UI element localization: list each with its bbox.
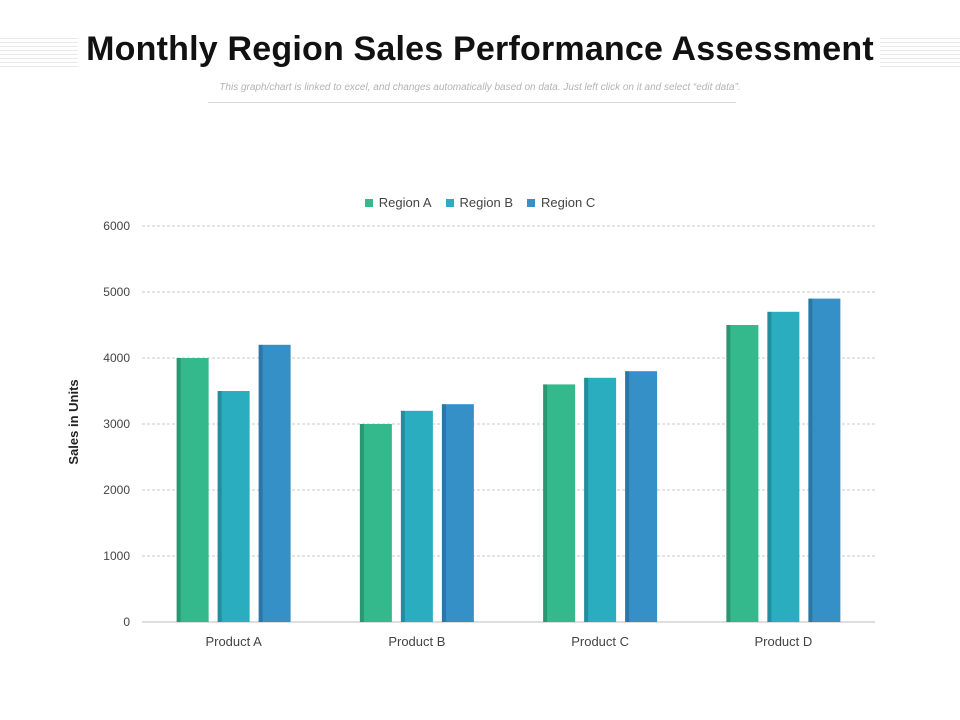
- bar-region-b: [400, 410, 433, 622]
- bar-shade: [808, 298, 813, 622]
- x-axis-ticks: Product A Product B Product C Product D: [205, 634, 812, 649]
- legend-swatch-region-a: [364, 198, 373, 207]
- bar-shade: [543, 384, 548, 622]
- legend-item-region-c: Region C: [527, 195, 595, 210]
- bar-shade: [176, 358, 181, 622]
- y-tick-label: 3000: [103, 417, 130, 431]
- bars: [176, 298, 841, 622]
- bar-region-c: [441, 404, 474, 622]
- page-subtitle: This graph/chart is linked to excel, and…: [219, 82, 741, 93]
- bar-region-c: [808, 298, 841, 622]
- bar-region-b: [584, 377, 617, 622]
- bar-region-c: [625, 371, 658, 622]
- legend-label-region-b: Region B: [459, 195, 514, 210]
- subtitle-divider: [208, 102, 736, 103]
- y-tick-label: 0: [123, 615, 130, 629]
- page-title: Monthly Region Sales Performance Assessm…: [86, 30, 874, 68]
- x-tick-label: Product A: [205, 634, 262, 649]
- y-axis-ticks: 0 1000 2000 3000 4000 5000 6000: [103, 219, 130, 629]
- bar-region-c: [258, 344, 291, 622]
- legend-swatch-region-b: [445, 198, 454, 207]
- bar-region-a: [176, 358, 209, 622]
- decorative-lines-left: [0, 38, 78, 68]
- bar-shade: [400, 410, 405, 622]
- bar-shade: [441, 404, 446, 622]
- bar-shade: [625, 371, 630, 622]
- bar-region-a: [726, 325, 759, 622]
- grid-lines: [142, 225, 875, 623]
- y-tick-label: 5000: [103, 285, 130, 299]
- y-tick-label: 2000: [103, 483, 130, 497]
- bar-shade: [767, 311, 772, 622]
- bar-region-a: [359, 424, 392, 622]
- decorative-lines-right: [880, 38, 960, 68]
- x-tick-label: Product D: [754, 634, 812, 649]
- bar-shade: [359, 424, 364, 622]
- chart-legend: Region A Region B Region C: [0, 195, 960, 210]
- legend-swatch-region-c: [527, 198, 536, 207]
- bar-shade: [584, 377, 589, 622]
- bar-shade: [726, 325, 731, 622]
- y-tick-label: 4000: [103, 351, 130, 365]
- legend-label-region-a: Region A: [378, 195, 432, 210]
- legend-item-region-a: Region A: [364, 195, 432, 210]
- x-tick-label: Product B: [388, 634, 445, 649]
- y-tick-label: 1000: [103, 549, 130, 563]
- x-tick-label: Product C: [571, 634, 629, 649]
- y-tick-label: 6000: [103, 219, 130, 233]
- bar-shade: [258, 344, 263, 622]
- legend-item-region-b: Region B: [445, 195, 514, 210]
- bar-region-a: [543, 384, 576, 622]
- bar-shade: [217, 391, 222, 622]
- bar-region-b: [217, 391, 250, 622]
- legend-label-region-c: Region C: [541, 195, 596, 210]
- y-axis-label: Sales in Units: [66, 379, 81, 464]
- bar-region-b: [767, 311, 800, 622]
